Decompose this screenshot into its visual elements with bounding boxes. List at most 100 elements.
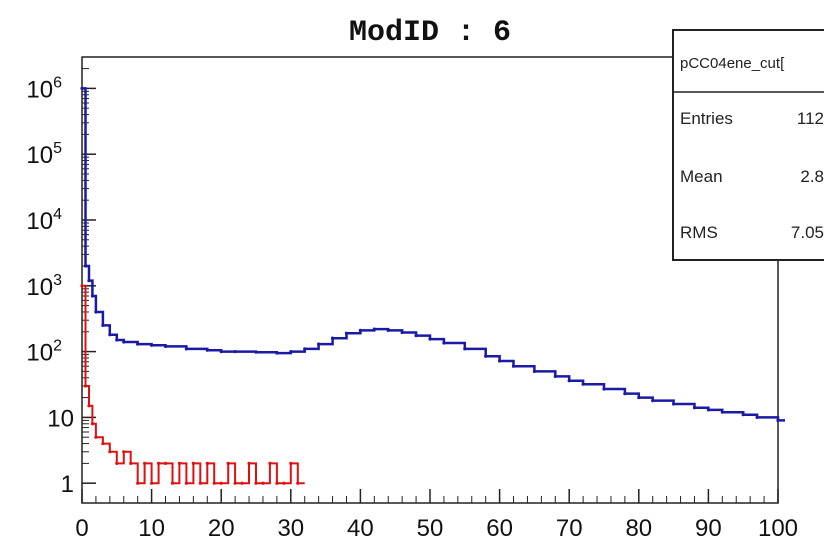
- data-point-series-1: [80, 284, 84, 288]
- data-point-series-0: [400, 330, 404, 335]
- data-point-series-1: [115, 461, 119, 465]
- data-point-series-1: [87, 404, 91, 408]
- data-point-series-0: [344, 331, 349, 335]
- x-tick-label: 10: [138, 515, 165, 542]
- data-point-series-1: [101, 441, 105, 446]
- y-tick-label: 104: [26, 206, 62, 235]
- data-point-series-1: [226, 461, 230, 465]
- data-point-series-0: [442, 341, 446, 345]
- y-tick-label: 105: [26, 140, 62, 169]
- data-point-series-0: [303, 347, 307, 351]
- stats-box-frame: [672, 29, 824, 261]
- data-point-series-0: [386, 328, 390, 332]
- data-point-series-1: [191, 461, 195, 465]
- data-point-series-0: [623, 391, 627, 396]
- data-point-series-0: [567, 379, 571, 383]
- data-point-series-0: [101, 323, 105, 328]
- data-point-series-1: [254, 481, 258, 485]
- x-tick-label: 30: [277, 515, 304, 542]
- data-point-series-1: [198, 481, 202, 485]
- data-point-series-0: [776, 418, 780, 423]
- data-point-series-1: [156, 461, 161, 465]
- data-point-series-0: [484, 354, 488, 358]
- data-point-series-1: [296, 481, 300, 485]
- data-point-series-1: [261, 481, 265, 485]
- data-point-series-0: [720, 410, 724, 414]
- data-point-series-1: [163, 461, 168, 465]
- data-point-series-1: [90, 422, 95, 426]
- data-point-series-0: [358, 328, 362, 332]
- data-point-series-0: [289, 349, 293, 354]
- data-point-series-0: [511, 364, 516, 368]
- data-point-series-0: [463, 347, 467, 351]
- data-point-series-1: [83, 384, 88, 388]
- data-point-series-0: [275, 351, 279, 355]
- data-point-series-0: [108, 333, 112, 337]
- data-point-series-1: [136, 481, 140, 485]
- data-point-series-0: [233, 349, 237, 354]
- data-point-series-1: [94, 435, 98, 439]
- data-point-series-0: [83, 264, 88, 268]
- data-point-series-0: [414, 334, 418, 338]
- data-point-series-0: [317, 342, 321, 346]
- data-point-series-0: [122, 340, 126, 344]
- data-point-series-0: [498, 359, 502, 363]
- stats-value-entries: 112: [797, 109, 824, 128]
- y-tick-label: 1: [61, 471, 74, 498]
- data-point-series-0: [90, 294, 95, 298]
- data-point-series-1: [108, 450, 112, 454]
- data-point-series-0: [254, 350, 258, 354]
- data-point-series-1: [240, 481, 244, 485]
- x-tick-label: 60: [486, 515, 513, 542]
- data-point-series-0: [706, 408, 711, 412]
- data-point-series-0: [532, 369, 537, 374]
- data-point-series-1: [247, 461, 251, 465]
- x-tick-label: 90: [695, 515, 722, 542]
- x-tick-label: 20: [208, 515, 235, 542]
- stats-value-mean: 2.8: [800, 167, 824, 186]
- chart-title: ModID : 6: [349, 16, 511, 50]
- data-point-series-0: [553, 374, 557, 378]
- data-point-series-1: [129, 461, 133, 465]
- data-point-series-0: [163, 344, 168, 348]
- data-point-series-1: [282, 481, 286, 485]
- x-tick-label: 50: [417, 515, 444, 542]
- data-point-series-1: [177, 461, 182, 465]
- y-tick-label: 106: [26, 74, 62, 103]
- data-point-series-0: [581, 382, 585, 386]
- data-point-series-0: [330, 336, 335, 340]
- data-point-series-0: [205, 348, 209, 352]
- x-tick-label: 0: [75, 515, 88, 542]
- data-point-series-0: [651, 398, 655, 403]
- data-point-series-0: [219, 349, 223, 354]
- plot-frame: [81, 56, 779, 504]
- series-layer: [80, 86, 785, 485]
- y-tick-label: 102: [26, 338, 62, 367]
- data-point-series-1: [170, 481, 175, 485]
- y-tick-label: 103: [26, 272, 62, 301]
- data-point-series-1: [184, 481, 188, 485]
- data-point-series-0: [150, 343, 154, 347]
- data-point-series-0: [602, 387, 606, 391]
- data-point-series-1: [233, 481, 237, 485]
- x-tick-label: 80: [625, 515, 652, 542]
- data-point-series-0: [372, 327, 376, 331]
- x-tick-label: 40: [347, 515, 374, 542]
- data-point-series-0: [637, 395, 641, 400]
- data-point-series-0: [80, 86, 84, 90]
- stats-label-mean: Mean: [680, 167, 723, 186]
- data-point-series-1: [150, 481, 154, 485]
- stats-label-entries: Entries: [680, 109, 733, 128]
- data-point-series-0: [87, 278, 91, 283]
- data-point-series-0: [115, 338, 119, 342]
- data-point-series-1: [143, 461, 147, 465]
- data-point-series-0: [94, 310, 98, 314]
- data-point-series-0: [741, 413, 745, 417]
- stats-box: pCC04ene_cut[ Entries 112 Mean 2.8 RMS 7…: [672, 29, 824, 261]
- stats-value-rms: 7.05: [791, 223, 824, 242]
- data-point-series-0: [184, 347, 188, 351]
- data-point-series-1: [122, 450, 126, 454]
- data-point-series-1: [205, 461, 209, 465]
